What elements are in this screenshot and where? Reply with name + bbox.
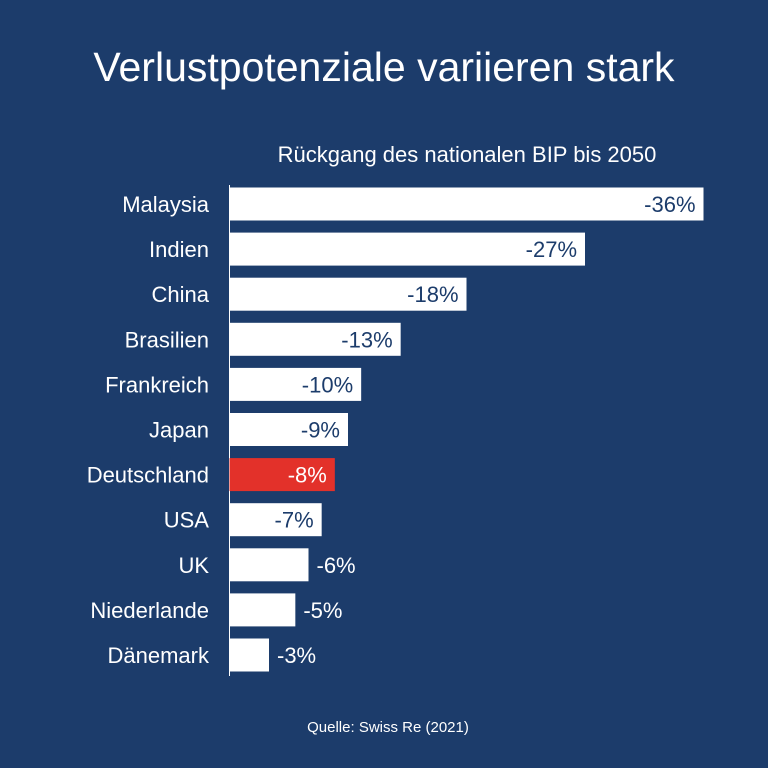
- value-label-japan: -9%: [301, 418, 340, 443]
- bar-brasilien: [229, 322, 401, 356]
- bar-uk: [229, 548, 309, 582]
- value-label-china: -18%: [407, 282, 458, 307]
- value-label-indien: -27%: [526, 237, 577, 262]
- category-label-d-nemark: Dänemark: [108, 643, 210, 668]
- value-label-d-nemark: -3%: [277, 643, 316, 668]
- category-label-malaysia: Malaysia: [122, 192, 210, 217]
- bars-group: Malaysia -36% Indien -27% China -18% Brasilien…: [87, 187, 704, 672]
- category-label-deutschland: Deutschland: [87, 463, 209, 488]
- chart-title: Rückgang des nationalen BIP bis 2050: [278, 142, 657, 167]
- category-label-brasilien: Brasilien: [125, 327, 209, 352]
- value-label-frankreich: -10%: [302, 372, 353, 397]
- category-label-indien: Indien: [149, 237, 209, 262]
- bar-niederlande: [229, 593, 296, 627]
- bar-malaysia: [229, 187, 704, 221]
- category-label-niederlande: Niederlande: [90, 598, 209, 623]
- category-label-frankreich: Frankreich: [105, 372, 209, 397]
- bar-deutschland: [229, 458, 335, 492]
- category-label-usa: USA: [164, 508, 210, 533]
- category-label-uk: UK: [178, 553, 209, 578]
- value-label-niederlande: -5%: [303, 598, 342, 623]
- bar-frankreich: [229, 367, 362, 401]
- category-label-china: China: [152, 282, 210, 307]
- category-label-japan: Japan: [149, 418, 209, 443]
- bar-usa: [229, 503, 322, 537]
- value-label-brasilien: -13%: [341, 327, 392, 352]
- bar-china: [229, 277, 467, 311]
- bar-japan: [229, 413, 348, 446]
- value-label-malaysia: -36%: [644, 192, 695, 217]
- bar-chart: Rückgang des nationalen BIP bis 2050 Mal…: [87, 142, 704, 676]
- value-label-uk: -6%: [317, 553, 356, 578]
- bar-d-nemark: [229, 638, 269, 672]
- source-note: Quelle: Swiss Re (2021): [307, 719, 469, 736]
- value-label-usa: -7%: [275, 508, 314, 533]
- page-title: Verlustpotenziale variieren stark: [93, 44, 675, 90]
- value-label-deutschland: -8%: [288, 463, 327, 488]
- bar-indien: [229, 232, 585, 266]
